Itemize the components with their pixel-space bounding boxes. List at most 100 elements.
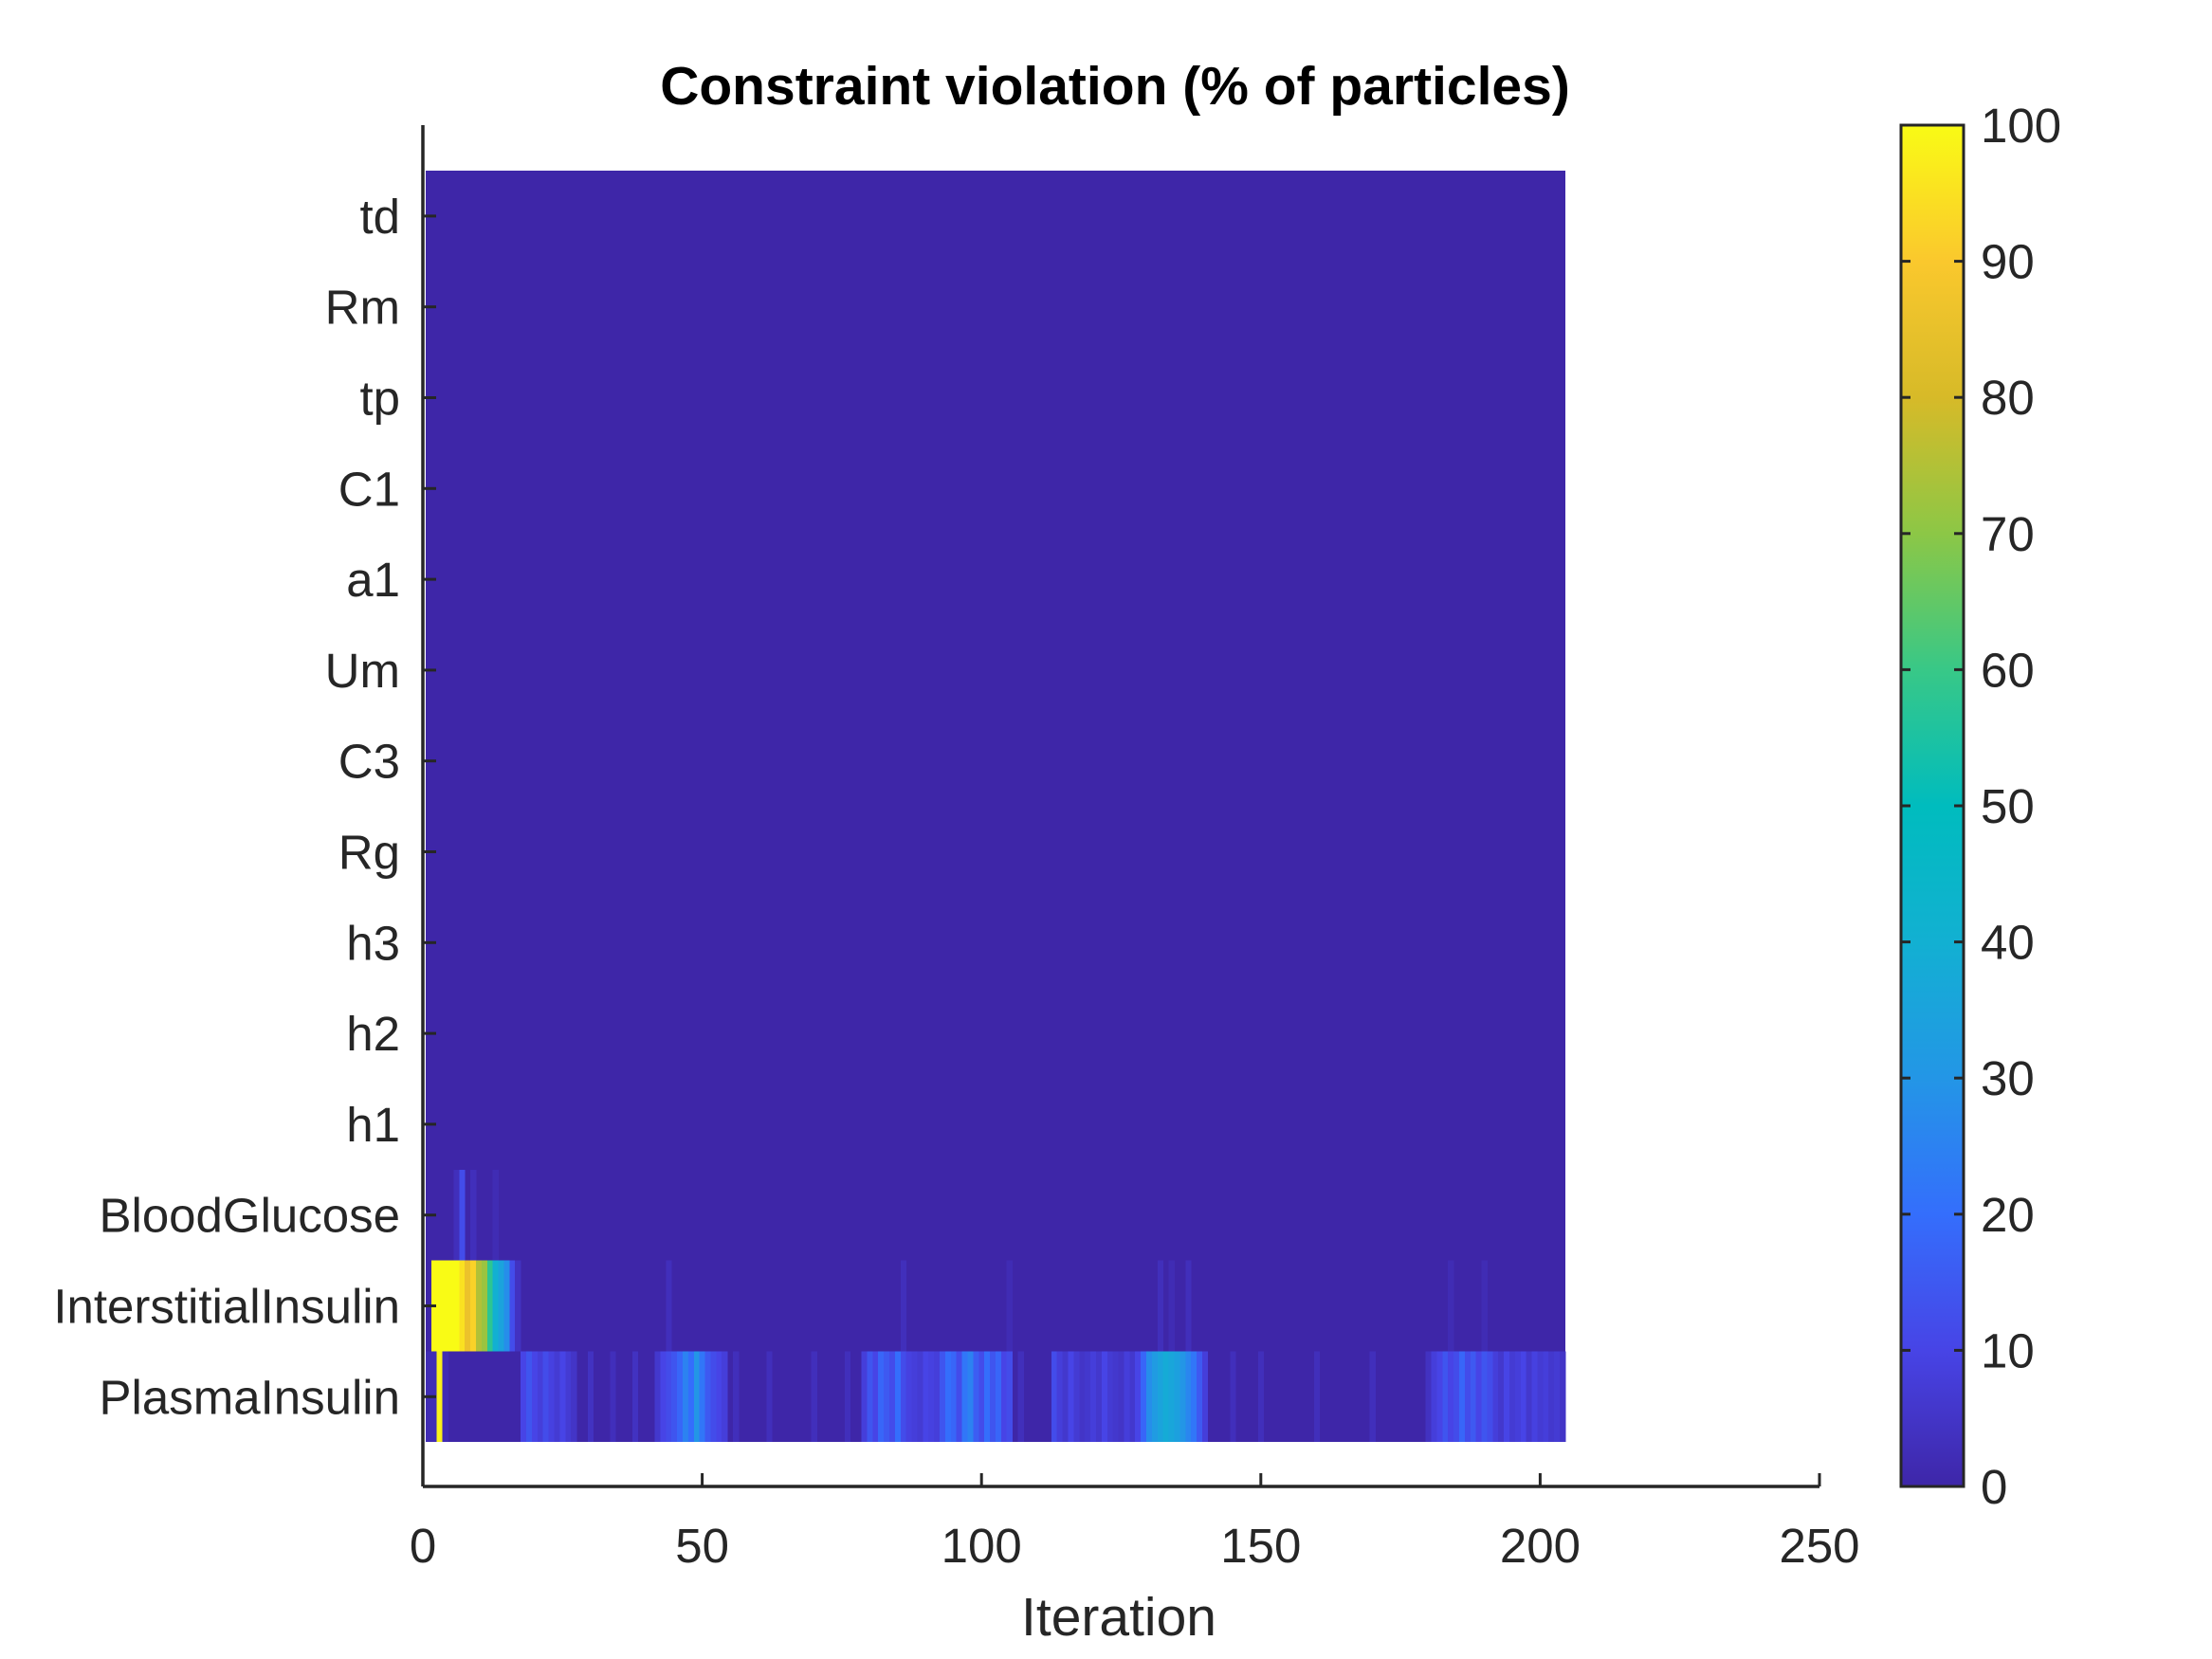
heatmap-cell bbox=[682, 1351, 689, 1443]
y-tick-label: td bbox=[359, 190, 400, 244]
heatmap-cell bbox=[1191, 1351, 1197, 1443]
heatmap-row-Um bbox=[425, 625, 1565, 716]
heatmap-cell bbox=[453, 1260, 460, 1352]
heatmap-cell bbox=[1464, 1351, 1472, 1443]
heatmap-cell bbox=[1151, 1351, 1159, 1443]
colorbar-tick-label: 80 bbox=[1981, 371, 2035, 425]
heatmap-row-h2 bbox=[425, 988, 1565, 1079]
heatmap-cell bbox=[1124, 1351, 1130, 1443]
heatmap-cell bbox=[917, 1351, 923, 1443]
heatmap-cell bbox=[995, 1351, 1002, 1443]
heatmap-cell bbox=[442, 1351, 448, 1443]
heatmap-cell bbox=[1508, 1351, 1516, 1443]
heatmap-row-h3 bbox=[425, 897, 1565, 989]
heatmap-cell bbox=[1492, 1351, 1499, 1443]
heatmap-cell bbox=[900, 1351, 907, 1443]
heatmap-cell bbox=[1101, 1351, 1108, 1443]
heatmap-cell bbox=[1006, 1351, 1013, 1443]
heatmap-cell bbox=[1068, 1351, 1074, 1443]
heatmap-cell bbox=[888, 1351, 896, 1443]
heatmap-cell bbox=[548, 1351, 555, 1443]
heatmap-cell bbox=[436, 1260, 444, 1352]
colorbar-tick-label: 20 bbox=[1981, 1188, 2035, 1242]
heatmap-cell bbox=[1129, 1351, 1136, 1443]
heatmap-cell bbox=[459, 1260, 466, 1352]
heatmap-cell bbox=[1062, 1351, 1069, 1443]
heatmap-cell bbox=[956, 1351, 962, 1443]
heatmap-row-C3 bbox=[425, 715, 1565, 807]
heatmap-cell bbox=[481, 1260, 488, 1352]
heatmap-cell bbox=[1118, 1351, 1124, 1443]
colorbar-tick-label: 30 bbox=[1981, 1051, 2035, 1105]
heatmap-cell bbox=[1537, 1351, 1544, 1443]
y-tick-label: PlasmaInsulin bbox=[100, 1370, 400, 1424]
heatmap-cell bbox=[940, 1351, 946, 1443]
heatmap-cell bbox=[704, 1351, 711, 1443]
x-tick-label: 0 bbox=[410, 1519, 436, 1573]
colorbar-tick-label: 0 bbox=[1981, 1460, 2007, 1514]
heatmap-cell bbox=[1230, 1351, 1236, 1443]
colorbar-tick-label: 70 bbox=[1981, 507, 2035, 561]
heatmap-cell bbox=[1085, 1351, 1091, 1443]
heatmap-cell bbox=[492, 1169, 499, 1261]
heatmap-cell bbox=[811, 1351, 817, 1443]
heatmap-cell bbox=[448, 1260, 454, 1352]
heatmap-cell bbox=[861, 1351, 868, 1443]
heatmap-cell bbox=[542, 1351, 549, 1443]
heatmap-cell bbox=[1514, 1351, 1522, 1443]
heatmap-cell bbox=[1157, 1351, 1164, 1443]
heatmap-cell bbox=[1201, 1351, 1209, 1443]
heatmap-cell bbox=[950, 1351, 958, 1443]
heatmap-cell bbox=[944, 1351, 952, 1443]
heatmap-cell bbox=[677, 1351, 684, 1443]
heatmap-cell bbox=[660, 1351, 667, 1443]
heatmap-cell bbox=[934, 1351, 941, 1443]
heatmap-cell bbox=[666, 1260, 672, 1352]
heatmap-row-a1 bbox=[425, 534, 1565, 625]
heatmap-cell bbox=[436, 1351, 444, 1443]
heatmap-cell bbox=[1554, 1351, 1561, 1443]
heatmap-cell bbox=[1448, 1260, 1454, 1352]
heatmap-cell bbox=[884, 1351, 890, 1443]
heatmap-cell bbox=[973, 1351, 979, 1443]
heatmap-cell bbox=[1470, 1351, 1477, 1443]
y-tick-label: tp bbox=[359, 372, 400, 426]
heatmap-cell bbox=[1458, 1351, 1466, 1443]
heatmap-cell bbox=[1179, 1351, 1186, 1443]
heatmap-cell bbox=[475, 1260, 483, 1352]
heatmap-cell bbox=[722, 1351, 728, 1443]
heatmap-cell bbox=[1185, 1260, 1192, 1352]
heatmap-cell bbox=[470, 1260, 477, 1352]
heatmap-cell bbox=[1425, 1351, 1432, 1443]
heatmap-cell bbox=[1112, 1351, 1119, 1443]
heatmap-cell bbox=[961, 1351, 968, 1443]
heatmap-cell bbox=[1369, 1351, 1376, 1443]
x-axis-label: Iteration bbox=[1021, 1587, 1216, 1648]
x-tick-label: 250 bbox=[1779, 1519, 1859, 1573]
y-tick-label: InterstitialInsulin bbox=[53, 1280, 400, 1334]
heatmap-cell bbox=[1481, 1351, 1488, 1443]
heatmap-row-Rm bbox=[425, 261, 1565, 353]
heatmap-cell bbox=[631, 1351, 639, 1443]
colorbar-tick-label: 40 bbox=[1981, 916, 2035, 970]
heatmap-cell bbox=[486, 1260, 494, 1352]
heatmap-cell bbox=[1079, 1351, 1086, 1443]
heatmap-cell bbox=[1197, 1351, 1203, 1443]
colorbar-tick-label: 100 bbox=[1981, 99, 2061, 153]
heatmap-cell bbox=[559, 1351, 566, 1443]
y-tick-label: C3 bbox=[338, 735, 400, 789]
heatmap-cell bbox=[967, 1351, 974, 1443]
colorbar-ticks: 0 10 20 30 40 50 60 70 80 90 100 bbox=[1901, 99, 2061, 1514]
heatmap-cell bbox=[990, 1351, 996, 1443]
y-tick-label: h2 bbox=[346, 1007, 400, 1061]
heatmap-cell bbox=[1157, 1260, 1164, 1352]
heatmap-cell bbox=[1146, 1351, 1153, 1443]
heatmap-cell bbox=[1056, 1351, 1064, 1443]
y-tick-label: BloodGlucose bbox=[99, 1189, 400, 1243]
y-tick-labels: td Rm tp C1 a1 Um C3 Rg h3 h2 h1 BloodGlucose Inters… bbox=[53, 190, 436, 1424]
heatmap-cell bbox=[1174, 1351, 1180, 1443]
heatmap-row-td bbox=[425, 171, 1565, 262]
heatmap-cell bbox=[1313, 1351, 1321, 1443]
heatmap-cell bbox=[1000, 1351, 1008, 1443]
heatmap-cell bbox=[923, 1351, 929, 1443]
